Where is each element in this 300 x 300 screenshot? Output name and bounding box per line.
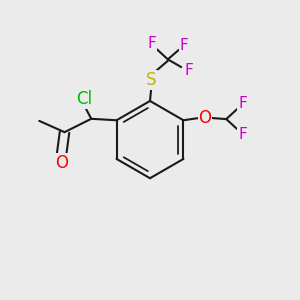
- Text: F: F: [238, 127, 247, 142]
- Text: F: F: [147, 36, 156, 51]
- Text: F: F: [180, 38, 189, 52]
- Text: F: F: [184, 63, 193, 78]
- Text: O: O: [198, 109, 212, 127]
- Text: F: F: [238, 96, 247, 111]
- Text: S: S: [146, 71, 157, 89]
- Text: Cl: Cl: [76, 91, 92, 109]
- Text: O: O: [55, 154, 68, 172]
